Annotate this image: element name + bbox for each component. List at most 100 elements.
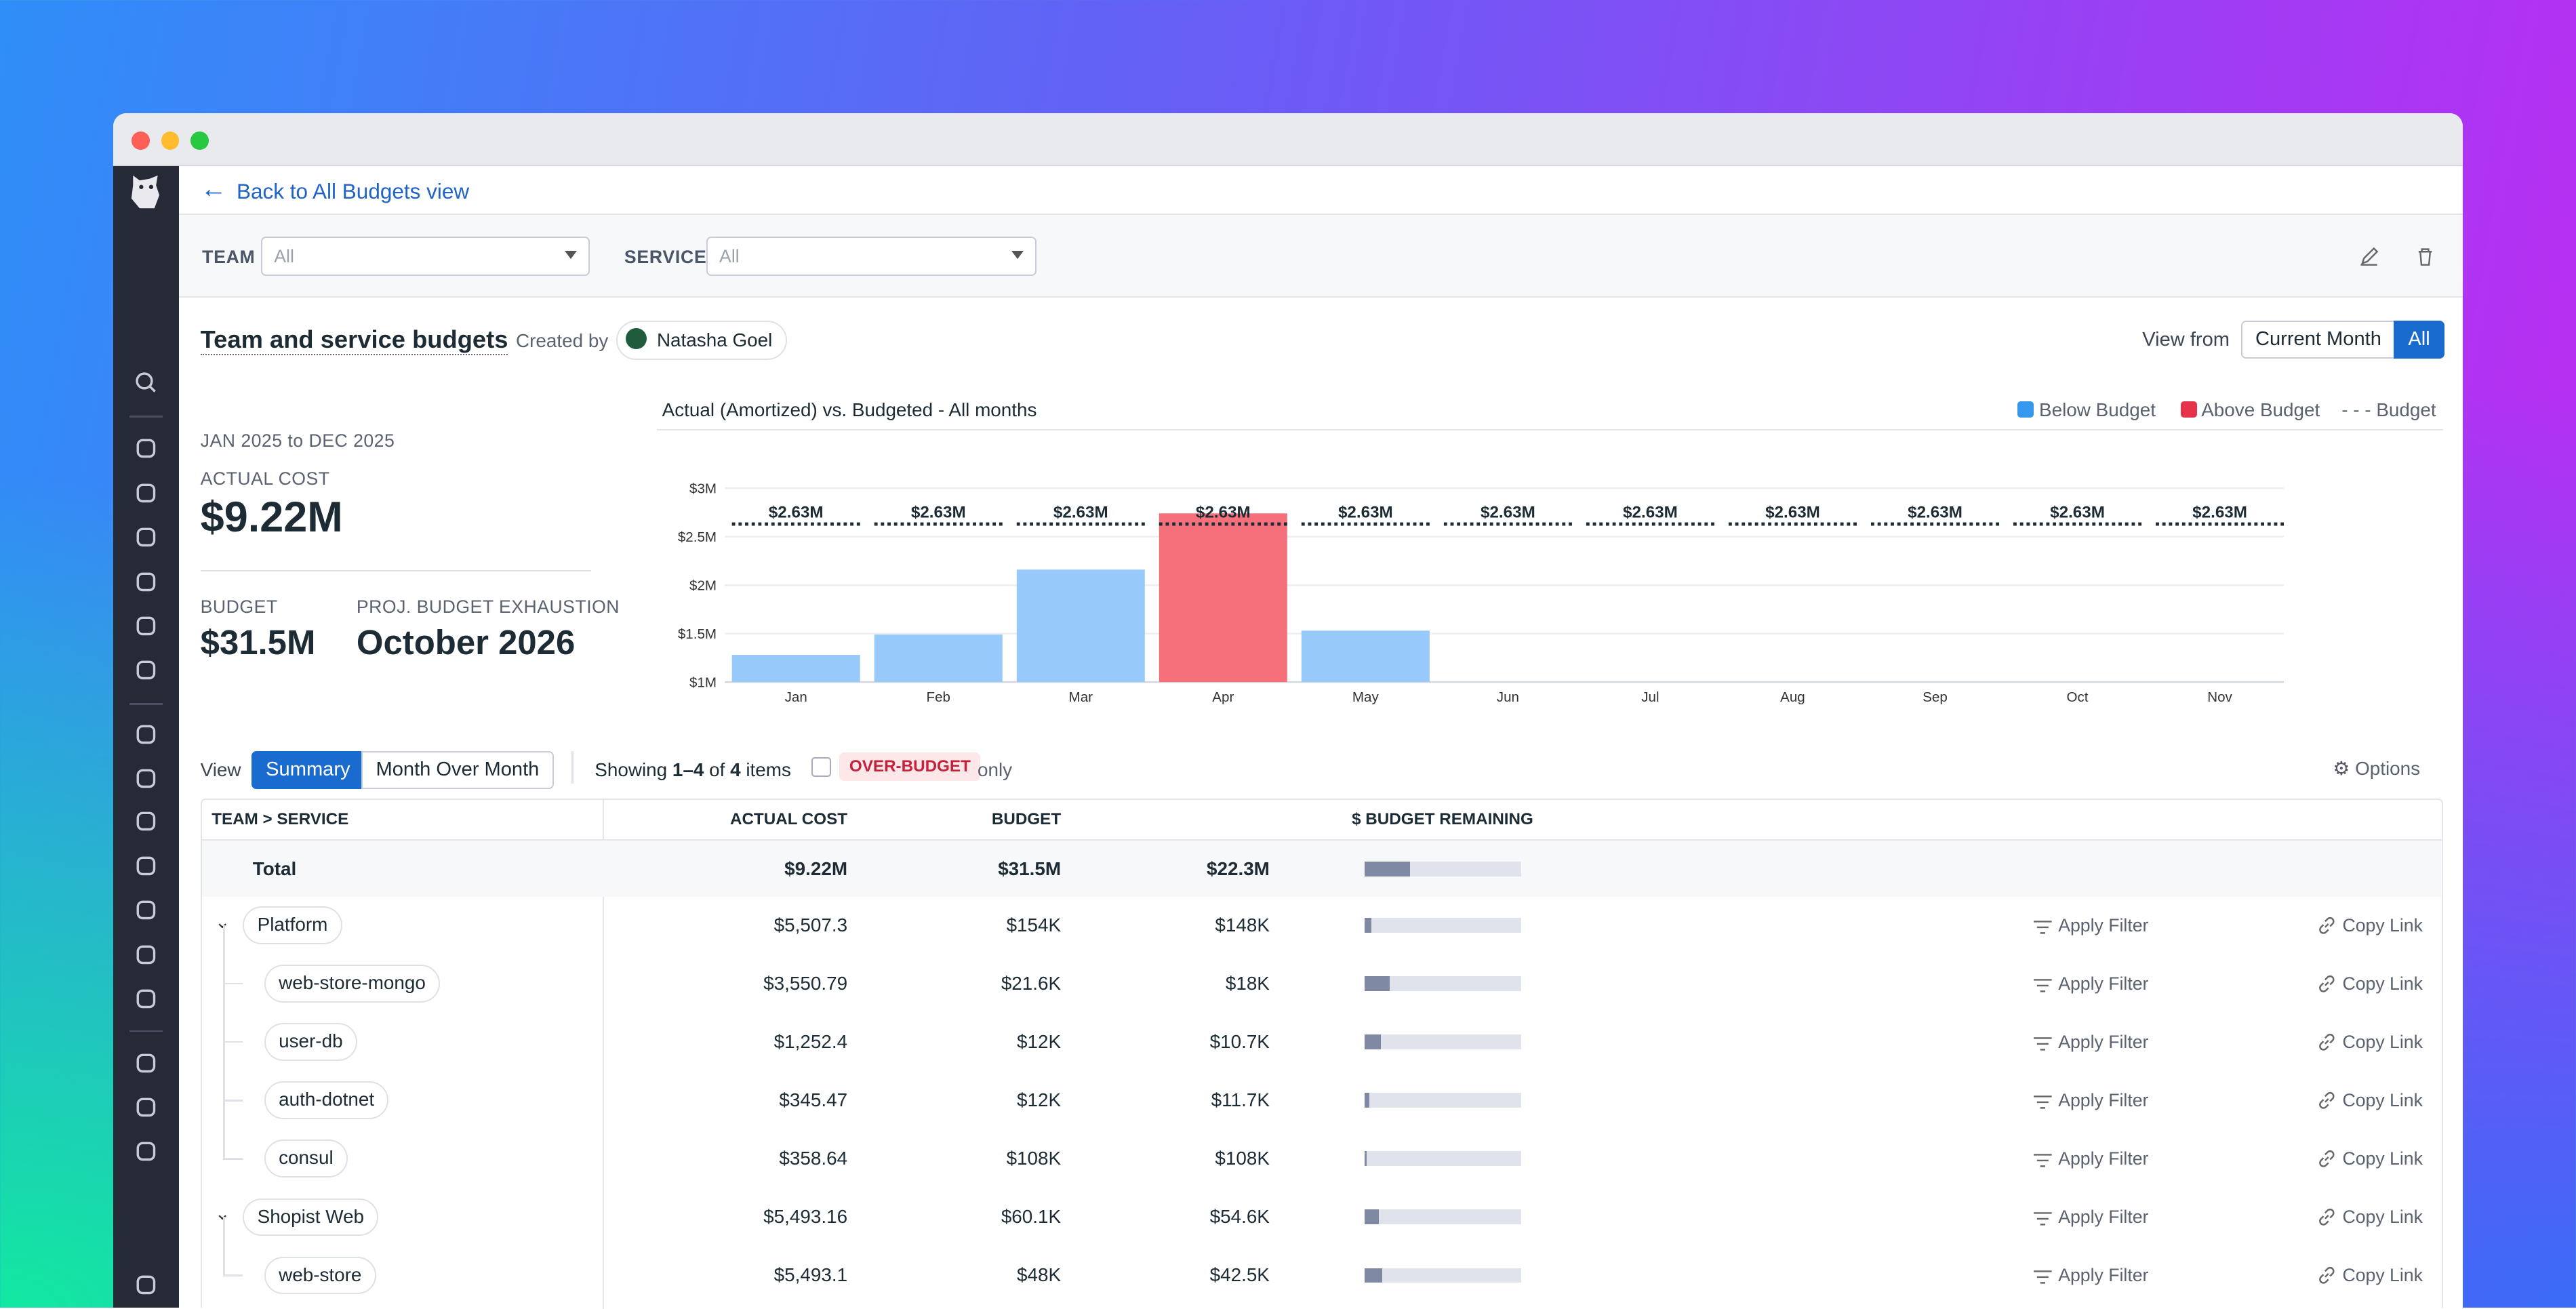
apply-filter-button[interactable]: Apply Filter (2033, 1072, 2148, 1129)
logs-icon[interactable] (133, 808, 159, 834)
minimize-window-button[interactable] (161, 131, 180, 150)
budget-value: $31.5M (200, 623, 316, 662)
y-tick-label: $1M (689, 674, 717, 690)
copy-link-button[interactable]: Copy Link (2318, 1247, 2423, 1304)
cloud-cost-icon[interactable] (133, 765, 159, 792)
bar-fill (1365, 1151, 1367, 1167)
sidebar-divider (129, 416, 163, 418)
search-icon[interactable] (133, 369, 159, 396)
cube-icon[interactable] (133, 613, 159, 639)
row-name-chip[interactable]: user-db (264, 1023, 357, 1062)
budget-data-label: $2.63M (1623, 503, 1678, 521)
bug-icon[interactable] (133, 1050, 159, 1076)
copy-link-button[interactable]: Copy Link (2318, 955, 2423, 1013)
row-remaining-bar (1365, 1151, 1521, 1167)
budget-data-label: $2.63M (768, 503, 823, 521)
tab-summary[interactable]: Summary (251, 750, 365, 789)
filter-bar: TEAM All SERVICE All (179, 215, 2463, 298)
budget-data-label: $2.63M (910, 503, 965, 521)
apply-filter-button[interactable]: Apply Filter (2033, 1013, 2148, 1071)
chevron-down-icon (565, 251, 578, 260)
binoculars-icon[interactable] (133, 569, 159, 595)
row-remaining: $108K (1215, 1147, 1270, 1169)
copy-link-button[interactable]: Copy Link (2318, 1013, 2423, 1071)
table-row[interactable]: ⌄ Shopist Web $5,493.16 $60.1K $54.6K App… (202, 1188, 2442, 1246)
row-name-chip[interactable]: auth-dotnet (264, 1081, 389, 1120)
row-name-chip[interactable]: consul (264, 1140, 348, 1178)
apply-filter-button[interactable]: Apply Filter (2033, 1247, 2148, 1304)
table-row[interactable]: web-store $5,493.1 $48K $42.5K Apply Fil… (202, 1217, 2442, 1304)
apply-filter-button[interactable]: Apply Filter (2033, 1188, 2148, 1246)
row-budget: $21.6K (1001, 972, 1062, 994)
view-all-button[interactable]: All (2394, 320, 2445, 359)
close-window-button[interactable] (131, 131, 150, 150)
synthetics-icon[interactable] (133, 986, 159, 1012)
table-row[interactable]: auth-dotnet $345.47 $12K $11.7K Apply Fi… (202, 1042, 2442, 1129)
target-icon[interactable] (133, 524, 159, 550)
chevron-down-icon (1011, 251, 1024, 260)
copy-link-button[interactable]: Copy Link (2318, 1072, 2423, 1129)
page-title[interactable]: Team and service budgets (200, 325, 508, 355)
filter-icon (2033, 973, 2058, 994)
row-name-chip[interactable]: web-store (264, 1256, 376, 1295)
trash-icon[interactable] (2415, 247, 2435, 266)
tab-month-over-month[interactable]: Month Over Month (361, 750, 554, 789)
table-row[interactable]: ⌄ Platform $5,507.3 $154K $148K Apply Fil… (202, 897, 2442, 954)
row-name-chip[interactable]: Shopist Web (243, 1198, 379, 1236)
chart-title-divider (657, 428, 2443, 430)
dashboard-chart-icon[interactable] (133, 480, 159, 506)
chevron-down-icon[interactable]: ⌄ (215, 911, 230, 932)
col-header-actual-cost[interactable]: ACTUAL COST (729, 809, 848, 828)
filter-icon (2033, 1148, 2058, 1169)
x-tick-label: Jun (1496, 689, 1518, 705)
arrow-left-icon: ← (200, 174, 227, 203)
owner-chip[interactable]: Natasha Goel (616, 320, 787, 360)
speedometer-icon[interactable] (133, 1094, 159, 1121)
filter-icon (2033, 1265, 2058, 1285)
observability-icon[interactable] (133, 1138, 159, 1165)
copy-link-button[interactable]: Copy Link (2318, 1188, 2423, 1246)
col-header-budget-remaining[interactable]: $ BUDGET REMAINING (1352, 809, 1533, 828)
over-budget-checkbox[interactable] (811, 757, 832, 778)
col-header-team-service[interactable]: TEAM > SERVICE (212, 809, 349, 828)
apply-filter-button[interactable]: Apply Filter (2033, 955, 2148, 1013)
view-current-month-button[interactable]: Current Month (2240, 320, 2396, 359)
maximize-window-button[interactable] (190, 131, 209, 150)
copy-link-label: Copy Link (2342, 1206, 2423, 1227)
copy-link-button[interactable]: Copy Link (2318, 1130, 2423, 1188)
table-row[interactable]: consul $358.64 $108K $108K Apply Filter … (202, 1100, 2442, 1188)
row-remaining: $11.7K (1211, 1089, 1270, 1110)
team-label: TEAM (202, 246, 256, 267)
history-icon[interactable] (133, 435, 159, 462)
back-link-label[interactable]: Back to All Budgets view (236, 179, 470, 204)
integrations-puzzle-icon[interactable] (133, 1272, 159, 1298)
row-name-chip[interactable]: web-store-mongo (264, 965, 441, 1003)
services-icon[interactable] (133, 721, 159, 748)
col-header-budget[interactable]: BUDGET (991, 809, 1062, 828)
infrastructure-icon[interactable] (133, 853, 159, 879)
copy-link-button[interactable]: Copy Link (2318, 897, 2423, 954)
workflow-icon[interactable] (133, 657, 159, 683)
x-tick-label: Nov (2207, 689, 2232, 705)
chevron-down-icon[interactable]: ⌄ (215, 1203, 230, 1224)
row-remaining-bar (1365, 918, 1521, 933)
team-select[interactable]: All (261, 236, 590, 277)
owner-name: Natasha Goel (656, 329, 773, 350)
table-row[interactable]: web-store-mongo $3,550.79 $21.6K $18K Ap… (202, 925, 2442, 1013)
sidebar-divider (129, 1030, 163, 1032)
row-remaining: $54.6K (1209, 1205, 1270, 1227)
filter-icon (2033, 915, 2058, 935)
row-budget: $12K (1017, 1089, 1062, 1110)
link-icon[interactable] (133, 897, 159, 923)
back-link[interactable]: ← Back to All Budgets view (179, 166, 2463, 216)
apply-filter-button[interactable]: Apply Filter (2033, 897, 2148, 954)
table-row[interactable]: user-db $1,252.4 $12K $10.7K Apply Filte… (202, 984, 2442, 1071)
datadog-logo-icon[interactable] (128, 172, 164, 212)
apply-filter-button[interactable]: Apply Filter (2033, 1130, 2148, 1188)
budget-data-label: $2.63M (2192, 503, 2247, 521)
edit-pencil-icon[interactable] (2359, 247, 2379, 266)
service-select[interactable]: All (706, 236, 1037, 277)
row-name-chip[interactable]: Platform (243, 906, 342, 945)
security-shield-icon[interactable] (133, 942, 159, 968)
options-button[interactable]: ⚙ Options (2333, 757, 2420, 780)
